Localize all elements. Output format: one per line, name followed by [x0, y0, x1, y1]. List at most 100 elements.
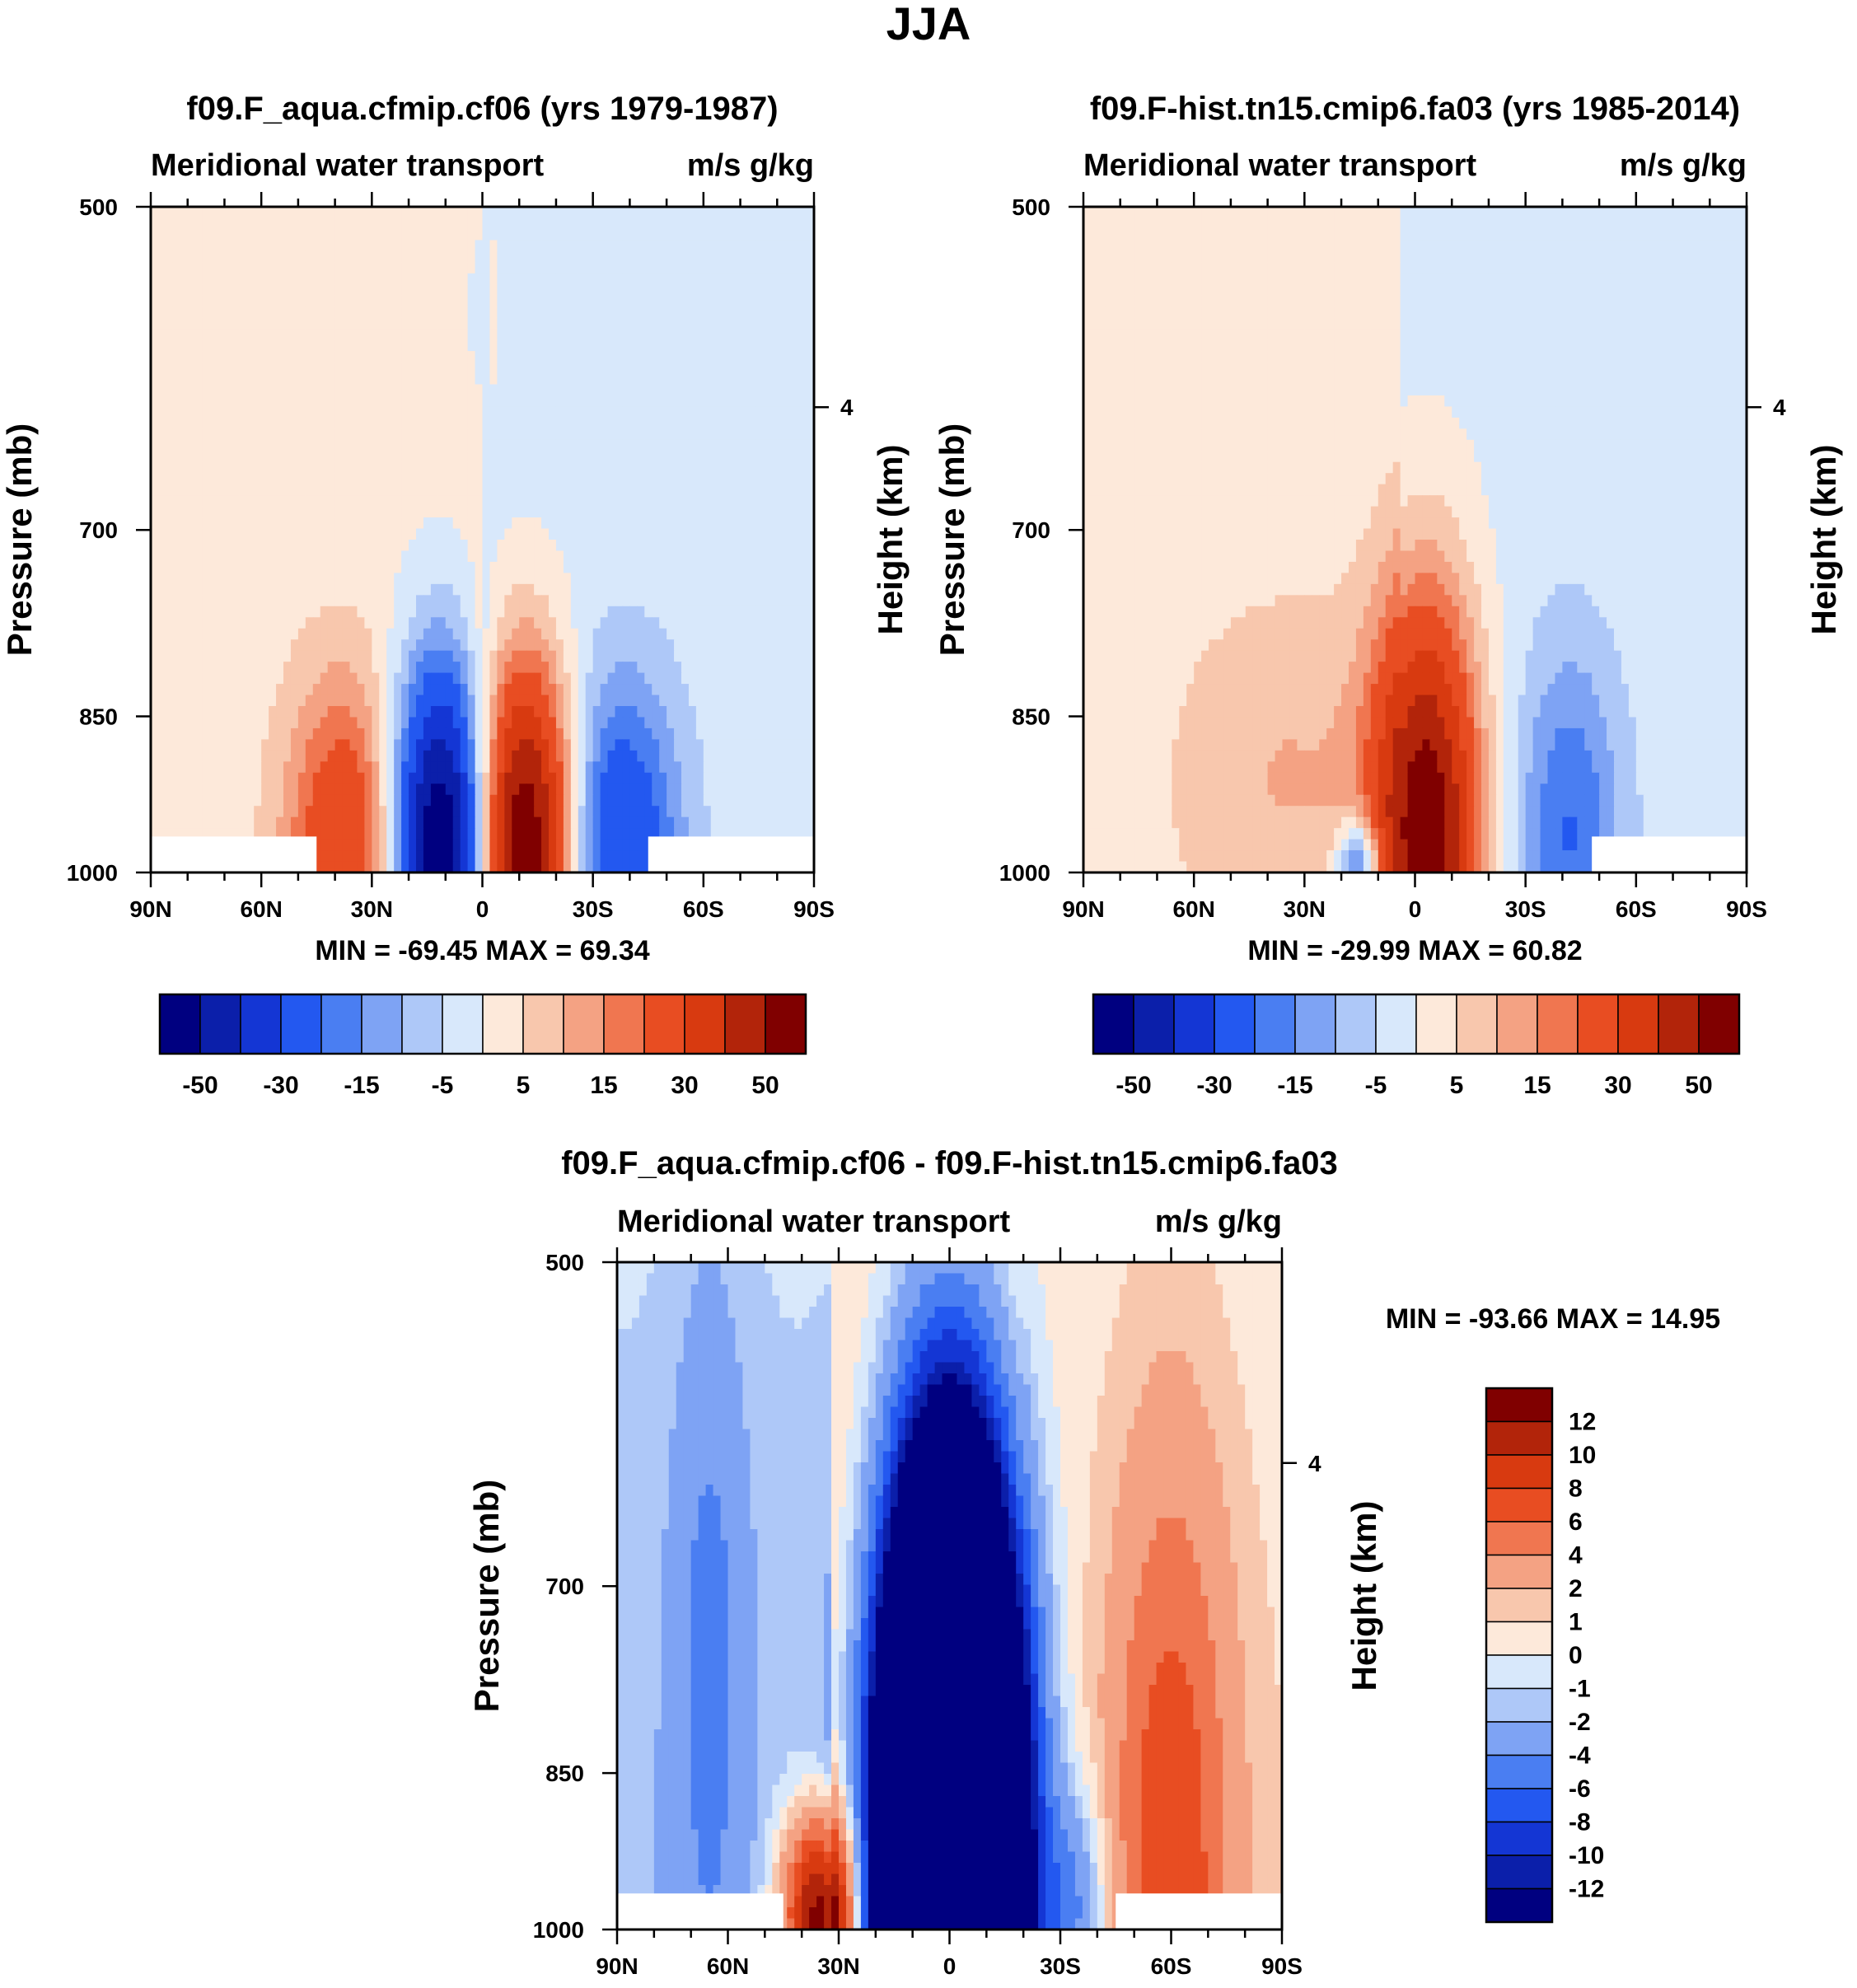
contour-cell [386, 639, 395, 652]
contour-cell [460, 784, 469, 796]
contour-cell [740, 362, 749, 374]
contour-cell [172, 384, 181, 396]
contour-cell [777, 583, 785, 596]
contour-cell [504, 794, 512, 807]
contour-cell [180, 650, 189, 662]
contour-cell [688, 428, 697, 441]
contour-cell [194, 761, 203, 774]
contour-cell [320, 606, 329, 618]
contour-cell [423, 727, 432, 740]
contour-cell [807, 706, 815, 718]
contour-cell [423, 794, 432, 807]
contour-cell [320, 550, 329, 563]
contour-cell [534, 273, 542, 285]
contour-cell [386, 784, 395, 796]
contour-cell [629, 207, 638, 219]
contour-cell [526, 595, 535, 607]
contour-cell [327, 639, 336, 652]
contour-cell [460, 384, 469, 396]
contour-cell [276, 628, 284, 640]
contour-cell [342, 739, 351, 751]
contour-cell [725, 384, 734, 396]
contour-cell [688, 750, 697, 762]
contour-cell [416, 528, 424, 540]
contour-cell [674, 706, 682, 718]
contour-cell [372, 561, 380, 573]
contour-cell [430, 384, 439, 396]
contour-cell [437, 461, 447, 474]
contour-cell [695, 495, 704, 508]
contour-cell [762, 406, 770, 419]
contour-cell [615, 684, 624, 696]
contour-cell [652, 672, 660, 685]
contour-cell [283, 750, 292, 762]
contour-cell [320, 339, 329, 352]
contour-cell [644, 295, 653, 307]
contour-cell [629, 295, 638, 307]
contour-cell [445, 262, 454, 274]
contour-cell [659, 439, 667, 451]
contour-cell [342, 639, 351, 652]
contour-cell [755, 451, 763, 463]
contour-cell [667, 583, 675, 596]
contour-cell [224, 284, 232, 297]
contour-cell [261, 362, 269, 374]
contour-cell [217, 561, 226, 573]
contour-cell [519, 695, 527, 707]
contour-cell [409, 628, 417, 640]
contour-cell [570, 484, 579, 496]
contour-cell [283, 561, 292, 573]
contour-cell [460, 439, 469, 451]
contour-cell [526, 207, 535, 219]
contour-cell [747, 295, 756, 307]
contour-cell [504, 273, 512, 285]
contour-cell [297, 717, 306, 729]
contour-cell [681, 439, 690, 451]
contour-cell [254, 439, 262, 451]
contour-cell [652, 384, 660, 396]
contour-cell [217, 228, 226, 241]
contour-cell [541, 461, 550, 474]
contour-cell [283, 506, 292, 518]
contour-cell [261, 662, 269, 674]
contour-cell [372, 672, 380, 685]
contour-cell [283, 784, 292, 796]
contour-cell [710, 395, 719, 407]
contour-cell [269, 218, 277, 230]
contour-cell [209, 417, 218, 429]
contour-cell [482, 628, 491, 640]
contour-cell [379, 406, 387, 419]
contour-cell [305, 540, 314, 552]
contour-cell [364, 727, 372, 740]
contour-cell [312, 428, 321, 441]
contour-cell [394, 717, 402, 729]
contour-cell [769, 240, 778, 252]
contour-cell [747, 329, 756, 341]
contour-cell [165, 706, 174, 718]
contour-cell [482, 583, 491, 596]
contour-cell [151, 761, 159, 774]
contour-cell [718, 473, 727, 485]
contour-cell [659, 639, 667, 652]
contour-cell [585, 528, 594, 540]
contour-cell [674, 517, 682, 530]
contour-cell [430, 606, 439, 618]
contour-cell [541, 727, 550, 740]
contour-cell [482, 439, 491, 451]
contour-cell [762, 750, 770, 762]
contour-cell [807, 772, 815, 784]
contour-cell [165, 428, 174, 441]
contour-cell [807, 517, 815, 530]
contour-cell [334, 806, 344, 818]
contour-cell [667, 794, 675, 807]
contour-cell [740, 295, 749, 307]
contour-cell [276, 273, 284, 285]
contour-cell [261, 317, 269, 330]
contour-cell [290, 428, 299, 441]
contour-cell [437, 228, 447, 241]
contour-cell [504, 806, 512, 818]
contour-cell [784, 517, 793, 530]
contour-cell [157, 672, 166, 685]
contour-cell [710, 684, 719, 696]
contour-cell [349, 395, 358, 407]
